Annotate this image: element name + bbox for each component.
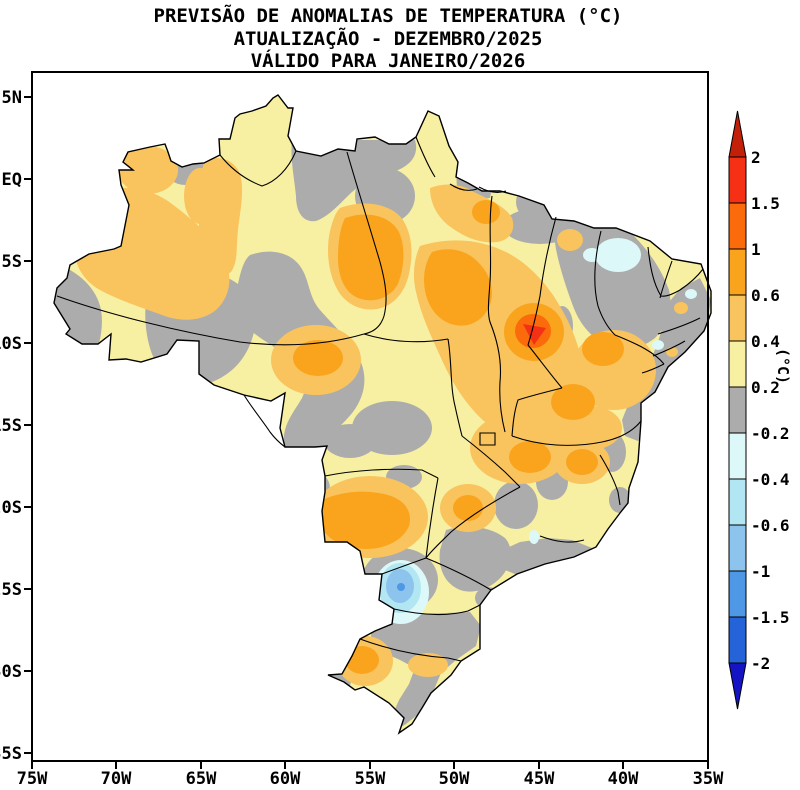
y-tick-5n: 5N [2,88,22,108]
cb-label-0-2: 0.2 [751,378,780,397]
y-tick-35s: 35S [0,744,22,764]
contour-regions-orange [293,200,624,674]
coastal-cool-dot-2 [652,340,664,350]
y-tick-30s: 30S [0,662,22,682]
cb-label-m2: -2 [751,654,770,673]
cb-label-m0-6: -0.6 [751,516,790,535]
x-tick-45w: 45W [524,769,555,789]
x-tick-55w: 55W [355,769,386,789]
ceara-cool-patch [595,238,641,272]
contour-fills [54,95,711,733]
x-tick-35w: 35W [693,769,724,789]
x-tick-50w: 50W [439,769,470,789]
cb-label-0-4: 0.4 [751,332,780,351]
cb-label-1-5: 1.5 [751,194,780,213]
axis-tick-marks [24,96,709,769]
y-tick-5s: 5S [2,252,22,272]
brazil-outline [53,94,712,735]
y-tick-10s: 10S [0,334,22,354]
title-line-2: ATUALIZAÇÃO - DEZEMBRO/2025 [234,26,543,50]
cb-label-m0-2: -0.2 [751,424,790,443]
cb-label-0-6: 0.6 [751,286,780,305]
cb-label-1: 1 [751,240,761,259]
colorbar: 2 1.5 1 0.6 0.4 0.2 -0.2 -0.4 -0.6 -1 -1… [728,110,792,710]
colorbar-unit-label: (°C) [774,348,792,384]
x-tick-60w: 60W [270,769,301,789]
colorbar-arrow-bottom [728,662,747,710]
cb-label-m1-5: -1.5 [751,608,790,627]
ceara-cool-patch-small [583,248,601,262]
coastal-cool-dot-1 [685,289,697,299]
cb-label-m0-4: -0.4 [751,470,790,489]
x-axis-labels: 75W 70W 65W 60W 55W 50W 45W 40W 35W [17,769,724,789]
title-line-3: VÁLIDO PARA JANEIRO/2026 [251,49,526,72]
x-tick-65w: 65W [186,769,217,789]
cb-label-2: 2 [751,148,761,167]
x-tick-70w: 70W [101,769,132,789]
contour-region-hotspot-core [523,324,546,345]
y-tick-20s: 20S [0,498,22,518]
title-line-1: PREVISÃO DE ANOMALIAS DE TEMPERATURA (°C… [154,3,623,27]
plot-frame [24,71,709,769]
colorbar-arrow-top [728,110,747,158]
figure-titles: PREVISÃO DE ANOMALIAS DE TEMPERATURA (°C… [154,3,623,72]
y-tick-15s: 15S [0,416,22,436]
y-axis-labels: 5N EQ 5S 10S 15S 20S 25S 30S 35S [0,88,22,764]
x-tick-40w: 40W [608,769,639,789]
y-tick-eq: EQ [2,170,22,190]
parana-cool-dot [397,583,405,591]
contour-regions-cool [373,238,697,624]
colorbar-labels: 2 1.5 1 0.6 0.4 0.2 -0.2 -0.4 -0.6 -1 -1… [751,148,790,673]
x-tick-75w: 75W [17,769,48,789]
y-tick-25s: 25S [0,580,22,600]
cb-label-m1: -1 [751,562,770,581]
coastal-cool-dot-3 [529,530,539,544]
state-borders [56,136,704,662]
